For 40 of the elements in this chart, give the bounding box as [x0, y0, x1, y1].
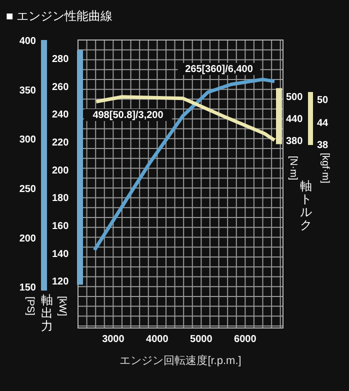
x-tick-label: 3000	[102, 334, 125, 345]
text: 軸トルク	[300, 179, 312, 232]
axis-y3: 380 440 500	[276, 88, 303, 148]
y2-tick-label: 240	[52, 110, 70, 121]
y2-tick-label: 220	[52, 138, 70, 149]
x-tick-label: 6000	[234, 334, 257, 345]
text: 44	[317, 118, 329, 129]
y2-tick-label: 260	[52, 82, 70, 93]
y3-tick-label: 440	[286, 114, 304, 126]
y3-tick-label: 380	[286, 136, 304, 148]
y2-tick-label: 160	[52, 221, 70, 232]
y-tick-label: 200	[19, 233, 36, 244]
annotation: 498[50.8]/3,200	[92, 110, 164, 121]
y-axis-title: [PS]	[24, 296, 36, 316]
y-tick-label: 250	[19, 184, 36, 195]
y2-tick-label: 140	[52, 248, 70, 260]
y2-tick-label: 120	[52, 276, 70, 288]
y3-tick-label: 500	[286, 92, 304, 104]
y3-axis-title: [N·m]	[287, 156, 298, 180]
chart-title: ■ エンジン性能曲線	[6, 9, 113, 23]
text: 38	[317, 140, 329, 151]
x-tick-label: 5000	[190, 334, 213, 345]
text: 50	[317, 95, 329, 106]
y-tick-label: 350	[19, 85, 36, 96]
annotation: 265[360]/6,400	[185, 64, 254, 75]
axis-y2: 120 140 160 180 200 220 240 260 280	[52, 50, 83, 288]
x-tick-label: 4000	[146, 334, 169, 345]
line-series	[92, 78, 276, 252]
y-tick-label: 300	[19, 134, 36, 146]
axis-y: 150 200 250 300 350 400	[19, 36, 47, 294]
line-series	[94, 95, 276, 142]
y2-tick-label: 180	[52, 193, 70, 204]
text: [kgf·m]	[319, 152, 330, 184]
text: 軸出力	[41, 293, 53, 333]
y2-tick-label: 280	[52, 54, 70, 66]
x-axis-title: エンジン回転速度[r.p.m.]	[120, 354, 242, 367]
y-tick-label: 150	[19, 282, 36, 294]
y2-axis-title: [kW]	[56, 296, 68, 316]
y-tick-label: 400	[19, 36, 36, 47]
y2-tick-label: 200	[52, 165, 70, 176]
